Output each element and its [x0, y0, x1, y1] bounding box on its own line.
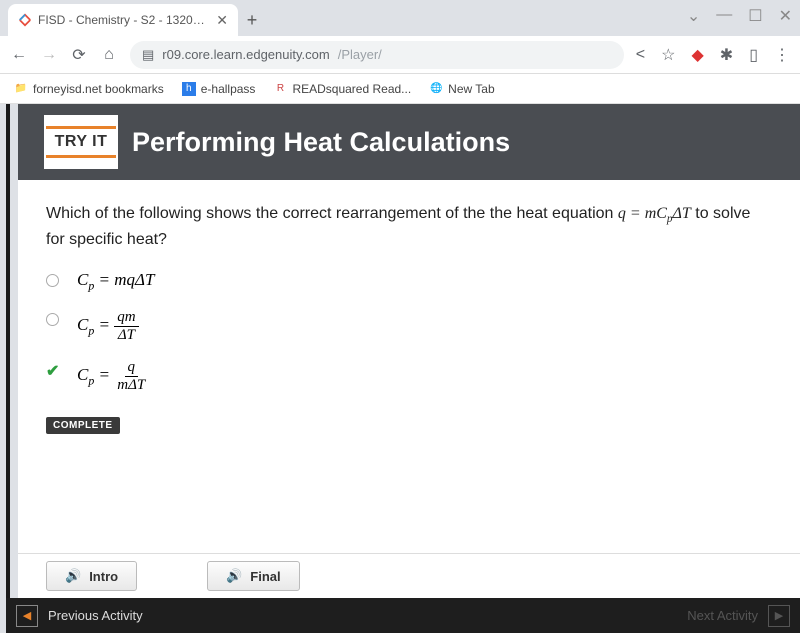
side-panel-icon[interactable]: ▯: [749, 45, 758, 65]
previous-activity[interactable]: ◀ Previous Activity: [16, 605, 143, 627]
prev-arrow-icon[interactable]: ◀: [16, 605, 38, 627]
readsquared-icon: R: [273, 82, 287, 96]
option-formula: Cp = qmΔT: [77, 359, 148, 393]
lesson-header: TRY IT Performing Heat Calculations: [18, 104, 800, 180]
globe-icon: 🌐: [429, 82, 443, 96]
home-button[interactable]: ⌂: [100, 46, 118, 64]
new-tab-button[interactable]: +: [238, 4, 266, 36]
radio-icon[interactable]: [46, 313, 59, 326]
tab-close-icon[interactable]: ✕: [216, 12, 228, 29]
media-button-bar: 🔊 Intro 🔊 Final: [18, 553, 800, 598]
extension-ruby-icon[interactable]: ◆: [691, 45, 703, 65]
final-button[interactable]: 🔊 Final: [207, 561, 300, 591]
next-label: Next Activity: [687, 608, 758, 623]
complete-badge: COMPLETE: [46, 417, 120, 434]
bookmark-label: New Tab: [448, 82, 494, 96]
minimize-icon[interactable]: —: [716, 6, 732, 26]
button-label: Intro: [89, 569, 118, 584]
check-icon: ✔: [46, 361, 59, 381]
bookmark-newtab[interactable]: 🌐 New Tab: [429, 82, 494, 96]
badge-text: TRY IT: [55, 129, 108, 155]
bookmark-label: forneyisd.net bookmarks: [33, 82, 164, 96]
url-host: r09.core.learn.edgenuity.com: [162, 47, 329, 62]
dropdown-icon[interactable]: ⌄: [687, 6, 700, 26]
window-controls: ⌄ — ☐ ✕: [687, 6, 792, 26]
maximize-icon[interactable]: ☐: [748, 6, 762, 26]
close-window-icon[interactable]: ✕: [779, 6, 792, 26]
url-input[interactable]: ▤ r09.core.learn.edgenuity.com/Player/: [130, 41, 624, 69]
forward-button[interactable]: →: [40, 46, 58, 64]
tab-title: FISD - Chemistry - S2 - 132000 -: [38, 13, 210, 27]
ehallpass-icon: h: [182, 82, 196, 96]
question-text: Which of the following shows the correct…: [46, 202, 772, 252]
folder-icon: 📁: [14, 82, 28, 96]
next-arrow-icon[interactable]: ▶: [768, 605, 790, 627]
menu-icon[interactable]: ⋮: [774, 45, 790, 65]
try-it-badge: TRY IT: [44, 115, 118, 169]
url-path: /Player/: [338, 47, 382, 62]
bookmark-ehallpass[interactable]: h e-hallpass: [182, 82, 256, 96]
bookmark-forneyisd[interactable]: 📁 forneyisd.net bookmarks: [14, 82, 164, 96]
bookmarks-bar: 📁 forneyisd.net bookmarks h e-hallpass R…: [0, 74, 800, 104]
option-formula: Cp = mqΔT: [77, 270, 154, 293]
next-activity[interactable]: Next Activity ▶: [687, 605, 790, 627]
question-equation: q = mCpΔT: [618, 205, 691, 222]
bookmark-star-icon[interactable]: ☆: [661, 45, 675, 65]
radio-icon[interactable]: [46, 274, 59, 287]
option-2[interactable]: Cp = qmΔT: [46, 309, 772, 343]
browser-tab[interactable]: FISD - Chemistry - S2 - 132000 - ✕: [8, 4, 238, 36]
speaker-icon: 🔊: [65, 568, 81, 584]
option-1[interactable]: Cp = mqΔT: [46, 270, 772, 293]
bookmark-readsquared[interactable]: R READsquared Read...: [273, 82, 411, 96]
prev-label: Previous Activity: [48, 608, 143, 623]
lesson-title: Performing Heat Calculations: [132, 127, 510, 158]
content-area: TRY IT Performing Heat Calculations Whic…: [6, 104, 800, 633]
button-label: Final: [250, 569, 280, 584]
extensions-icon[interactable]: ✱: [720, 45, 733, 65]
intro-button[interactable]: 🔊 Intro: [46, 561, 137, 591]
footer-nav: ◀ Previous Activity Next Activity ▶: [6, 598, 800, 633]
question-prefix: Which of the following shows the correct…: [46, 205, 618, 222]
bookmark-label: e-hallpass: [201, 82, 256, 96]
bookmark-label: READsquared Read...: [292, 82, 411, 96]
back-button[interactable]: ←: [10, 46, 28, 64]
tab-strip: FISD - Chemistry - S2 - 132000 - ✕ + ⌄ —…: [0, 0, 800, 36]
reload-button[interactable]: ⟳: [70, 45, 88, 65]
tab-favicon: [18, 13, 32, 27]
share-icon[interactable]: <: [636, 46, 645, 64]
question-area: Which of the following shows the correct…: [18, 180, 800, 561]
site-info-icon[interactable]: ▤: [142, 47, 154, 63]
speaker-icon: 🔊: [226, 568, 242, 584]
side-stub: [6, 104, 10, 633]
option-formula: Cp = qmΔT: [77, 309, 139, 343]
option-3[interactable]: ✔ Cp = qmΔT: [46, 359, 772, 393]
address-bar: ← → ⟳ ⌂ ▤ r09.core.learn.edgenuity.com/P…: [0, 36, 800, 74]
